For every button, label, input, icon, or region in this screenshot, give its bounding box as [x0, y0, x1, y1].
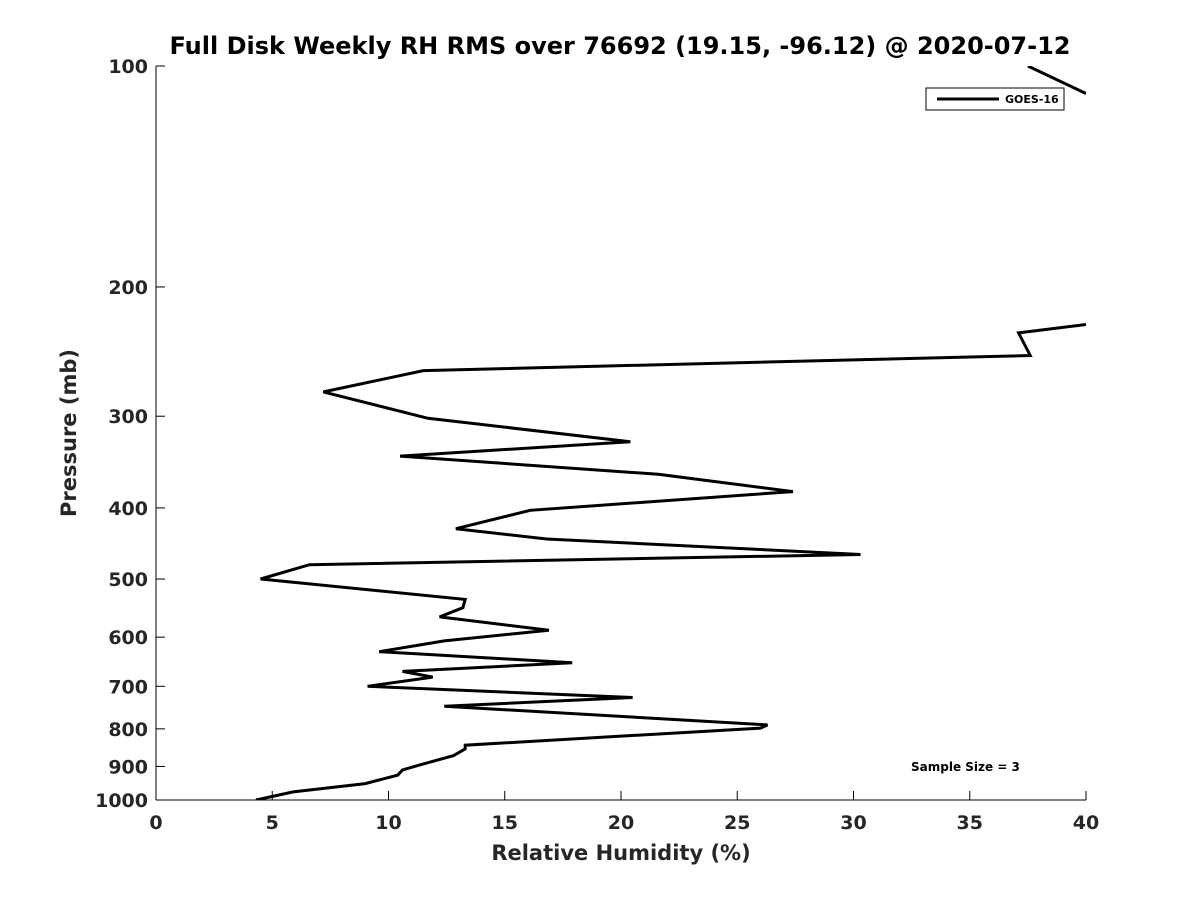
- legend-label-goes-16: GOES-16: [1005, 93, 1059, 106]
- x-tick-label: 20: [608, 812, 634, 834]
- x-tick-label: 10: [375, 812, 401, 834]
- y-tick-label: 900: [108, 756, 148, 778]
- x-tick-label: 0: [149, 812, 162, 834]
- series-segment-1: [1027, 66, 1086, 95]
- y-tick-label: 500: [108, 569, 148, 591]
- y-axis-ticks: 100 200 300 400 500 600 700 800 900 1000: [95, 56, 165, 812]
- x-tick-label: 30: [840, 812, 866, 834]
- y-axis-label: Pressure (mb): [57, 349, 81, 517]
- x-tick-label: 15: [492, 812, 518, 834]
- x-tick-label: 5: [266, 812, 279, 834]
- x-tick-label: 35: [957, 812, 983, 834]
- x-tick-label: 40: [1073, 812, 1099, 834]
- series-line-goes-16: [255, 323, 1086, 800]
- x-axis-label: Relative Humidity (%): [491, 841, 750, 865]
- y-tick-label: 400: [108, 498, 148, 520]
- y-tick-label: 300: [108, 406, 148, 428]
- legend: GOES-16: [925, 87, 1065, 111]
- x-axis-ticks: 0 5 10 15 20 25 30 35 40: [149, 791, 1099, 834]
- sample-size-annotation: Sample Size = 3: [911, 760, 1020, 774]
- y-tick-label: 100: [108, 56, 148, 78]
- y-tick-label: 200: [108, 277, 148, 299]
- series-group: [255, 66, 1086, 800]
- y-tick-label: 1000: [95, 790, 148, 812]
- chart-title: Full Disk Weekly RH RMS over 76692 (19.1…: [169, 32, 1070, 60]
- y-tick-label: 800: [108, 719, 148, 741]
- x-tick-label: 25: [724, 812, 750, 834]
- y-tick-label: 600: [108, 627, 148, 649]
- y-tick-label: 700: [108, 676, 148, 698]
- plot-area: [155, 66, 1086, 801]
